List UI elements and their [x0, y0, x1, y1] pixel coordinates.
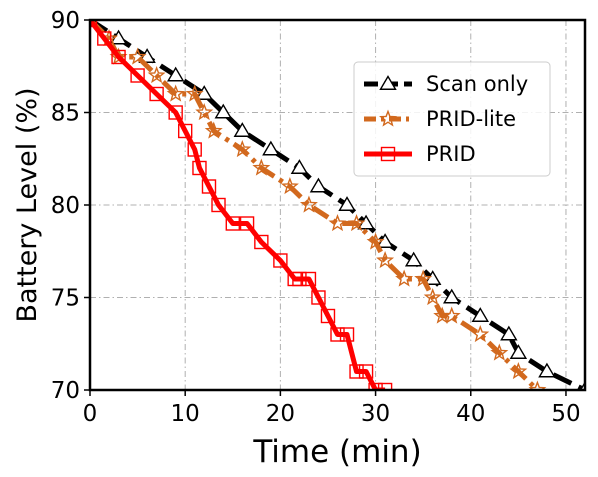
data-point-prid-lite [233, 140, 252, 158]
y-tick-label: 90 [51, 8, 80, 34]
data-point-prid [187, 142, 202, 157]
series-line-prid [90, 20, 386, 390]
data-point-prid-lite [414, 269, 433, 287]
x-tick-label: 0 [83, 401, 98, 427]
data-point-prid [273, 253, 288, 268]
data-point-scan-only [309, 177, 328, 193]
x-tick-label: 30 [361, 401, 390, 427]
data-point-prid [311, 290, 326, 305]
data-point-prid [320, 308, 336, 324]
data-point-prid [130, 68, 145, 83]
y-axis-label: Battery Level (%) [12, 87, 43, 322]
legend-box [353, 61, 551, 177]
series-prid-lite [90, 20, 547, 390]
data-point-prid-lite [528, 380, 547, 390]
data-point-scan-only [214, 103, 232, 119]
data-point-prid-lite [366, 232, 385, 250]
legend-marker-scan-only [379, 75, 397, 90]
data-point-prid [349, 364, 364, 379]
data-point-prid [177, 123, 193, 139]
legend-label-prid-lite: PRID-lite [426, 107, 516, 131]
legend-label-prid: PRID [426, 142, 476, 166]
y-tick-label: 75 [51, 286, 80, 312]
data-point-prid-lite [299, 195, 318, 213]
data-point-prid [358, 364, 374, 379]
data-point-prid-lite [195, 103, 214, 121]
data-point-prid-lite [328, 214, 347, 232]
data-point-scan-only [443, 288, 461, 304]
data-point-prid-lite [490, 343, 509, 361]
series-scan-only [90, 20, 585, 390]
data-point-prid [201, 179, 217, 194]
data-point-prid [97, 31, 112, 46]
data-point-prid-lite [347, 214, 366, 232]
legend-marker-prid-lite [379, 109, 397, 127]
data-point-prid [330, 327, 345, 342]
data-point-prid-lite [423, 288, 442, 306]
x-tick-label: 10 [171, 401, 200, 427]
data-point-scan-only [538, 362, 556, 378]
data-point-scan-only [290, 159, 309, 174]
data-point-scan-only [509, 344, 528, 359]
data-point-prid-lite [471, 325, 490, 343]
series-prid [90, 20, 393, 390]
data-point-prid-lite [509, 362, 528, 380]
data-point-prid [111, 49, 126, 65]
data-point-scan-only [262, 140, 280, 156]
data-point-prid-lite [280, 177, 299, 195]
legend: Scan only PRID-lite PRID [353, 61, 551, 177]
data-point-prid [292, 271, 307, 287]
series-layer [90, 20, 585, 390]
data-point-prid-lite [204, 121, 223, 139]
y-tick-label: 70 [51, 378, 80, 404]
x-tick-label: 50 [551, 401, 580, 427]
data-point-scan-only [338, 196, 356, 211]
data-point-prid [339, 327, 355, 342]
data-point-scan-only [471, 307, 490, 322]
data-point-prid [368, 382, 383, 390]
data-point-prid [168, 105, 183, 120]
legend-marker-prid [380, 146, 396, 162]
x-axis-label: Time (min) [252, 434, 421, 470]
ticks: 0 10 20 30 40 50 70 75 80 85 90 [51, 8, 581, 427]
data-point-prid-lite [252, 158, 271, 176]
y-tick-label: 85 [51, 101, 80, 127]
data-point-scan-only [500, 325, 518, 341]
data-point-prid [149, 86, 164, 102]
data-point-prid [239, 216, 255, 231]
data-point-prid-lite [166, 84, 185, 102]
x-tick-label: 40 [456, 401, 485, 427]
data-point-scan-only [233, 122, 252, 137]
data-point-prid [377, 382, 393, 390]
data-point-prid-lite [185, 84, 204, 102]
data-point-prid [211, 197, 226, 213]
data-point-scan-only [404, 251, 423, 267]
data-point-prid [254, 234, 269, 250]
data-point-prid-lite [395, 269, 414, 287]
data-point-prid-lite [376, 251, 395, 269]
series-line-prid-lite [90, 20, 540, 390]
data-point-prid-lite [442, 306, 461, 324]
data-point-prid-lite [147, 66, 166, 84]
data-point-scan-only [166, 66, 185, 82]
data-point-prid [225, 216, 240, 231]
y-tick-label: 80 [51, 193, 80, 219]
data-point-prid-lite [128, 47, 147, 65]
legend-label-scan-only: Scan only [426, 72, 528, 96]
data-point-prid [301, 271, 317, 287]
x-tick-label: 20 [266, 401, 295, 427]
data-point-prid [192, 160, 207, 176]
